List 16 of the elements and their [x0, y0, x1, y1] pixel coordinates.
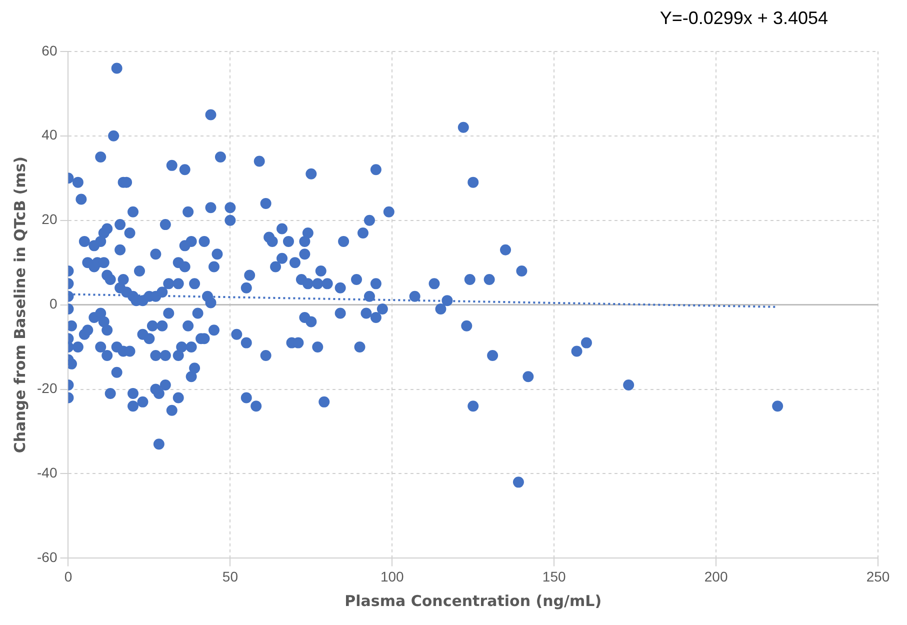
y-tick-label: -40	[37, 464, 58, 481]
y-tick-label: 60	[42, 42, 58, 58]
y-tick-label: -20	[37, 380, 58, 396]
x-tick-label: 200	[704, 568, 728, 584]
x-tick-label: 0	[64, 568, 72, 584]
y-tick-label: 20	[42, 211, 58, 228]
x-tick-label: 150	[542, 568, 566, 584]
y-tick-label: -60	[37, 549, 58, 566]
x-tick-label: 50	[222, 568, 238, 584]
x-tick-label: 100	[380, 568, 404, 584]
x-tick-label: 250	[866, 568, 890, 584]
text: Y=-0.0299x + 3.4054	[660, 8, 828, 30]
y-tick-label: 0	[49, 296, 58, 312]
y-tick-label: 40	[42, 126, 58, 143]
y-axis-title: Change from Baseline in QTcB (ms)	[10, 156, 29, 454]
x-axis-title: Plasma Concentration (ng/mL)	[344, 592, 602, 610]
